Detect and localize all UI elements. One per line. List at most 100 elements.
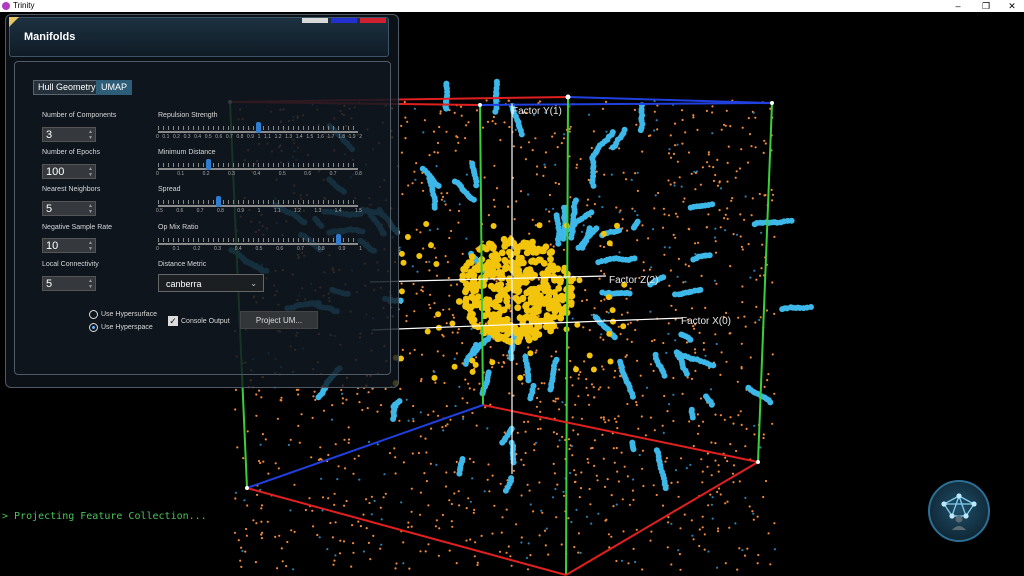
point [586, 204, 589, 207]
neighbors-input[interactable]: 5 ▲ ▼ [42, 201, 96, 216]
swatch-blue[interactable] [331, 18, 357, 23]
point [586, 457, 589, 461]
point [369, 558, 372, 561]
point [604, 519, 607, 522]
spinner-icon[interactable]: ▲ ▼ [88, 129, 93, 141]
point [679, 568, 682, 571]
spread-slider-thumb[interactable] [216, 196, 221, 207]
project-umap-button[interactable]: Project UM... [240, 311, 318, 329]
tab-umap[interactable]: UMAP [96, 80, 133, 95]
point [344, 467, 347, 470]
point [538, 534, 541, 537]
point [504, 302, 511, 309]
point [592, 130, 596, 133]
point [464, 137, 467, 140]
local-connectivity-input[interactable]: 5 ▲ ▼ [42, 276, 96, 291]
point [759, 316, 762, 319]
tab-hull-geometry[interactable]: Hull Geometry [33, 80, 101, 95]
point [539, 270, 547, 278]
point [708, 401, 715, 408]
point [457, 328, 460, 331]
point [545, 208, 548, 211]
tick-label: 0.4 [194, 134, 202, 140]
min-distance-slider-track[interactable] [158, 168, 358, 170]
point [579, 487, 583, 490]
cube-edge-bottom-back-right [482, 404, 759, 463]
point [469, 368, 476, 375]
point [587, 178, 590, 182]
point [543, 163, 546, 166]
components-input[interactable]: 3 ▲ ▼ [42, 127, 96, 142]
point [472, 461, 475, 464]
network-graph-button[interactable] [928, 480, 990, 542]
point [593, 203, 597, 206]
point [452, 316, 455, 319]
minimize-button[interactable]: – [955, 1, 961, 11]
point [714, 227, 717, 230]
close-button[interactable]: ✕ [1008, 1, 1016, 11]
distance-metric-select[interactable]: canberra ⌄ [158, 274, 264, 292]
tick-label: 1 [257, 134, 261, 140]
point [421, 286, 424, 289]
point [260, 504, 264, 507]
point [508, 392, 511, 395]
point [395, 562, 398, 565]
tick-label: 0.6 [304, 171, 312, 177]
swatch-gray[interactable] [302, 18, 328, 23]
point [617, 415, 620, 418]
point [528, 291, 535, 298]
epochs-input[interactable]: 100 ▲ ▼ [42, 164, 96, 179]
point [520, 458, 523, 461]
op-mix-slider-track[interactable] [158, 243, 358, 245]
point [709, 493, 712, 496]
point [522, 278, 530, 286]
point [556, 483, 559, 486]
point [455, 135, 458, 138]
point [618, 251, 621, 254]
point [558, 408, 561, 411]
point [433, 247, 436, 250]
point [423, 221, 430, 227]
min-distance-slider-thumb[interactable] [206, 159, 211, 170]
hyperspace-radio[interactable] [89, 323, 98, 332]
repulsion-slider-thumb[interactable] [256, 122, 261, 133]
spinner-icon[interactable]: ▲ ▼ [88, 203, 93, 215]
spinner-icon[interactable]: ▲ ▼ [88, 278, 93, 290]
console-output-checkbox[interactable]: ✓ [168, 316, 178, 326]
point [645, 386, 649, 389]
swatch-red[interactable] [360, 18, 386, 23]
spread-slider-track[interactable] [158, 205, 358, 207]
hypersurface-radio[interactable] [89, 310, 98, 319]
point [458, 203, 461, 206]
point [576, 277, 583, 284]
point [738, 167, 742, 170]
point [368, 501, 371, 505]
point [286, 540, 289, 544]
point [257, 459, 261, 463]
tick-label: 1.7 [327, 134, 335, 140]
point [535, 405, 539, 408]
point [441, 333, 444, 336]
op-mix-slider-thumb[interactable] [336, 234, 341, 245]
point [408, 567, 411, 570]
tick-label: 0.4 [253, 171, 261, 177]
point [465, 124, 468, 127]
point [746, 161, 750, 164]
point [405, 398, 408, 401]
restore-button[interactable]: ❐ [981, 1, 991, 11]
point [429, 462, 432, 465]
point [694, 242, 697, 245]
point [398, 355, 404, 362]
point [233, 531, 237, 534]
point [511, 263, 519, 270]
point [692, 325, 695, 328]
point [718, 209, 721, 212]
chevron-down-icon: ⌄ [250, 279, 257, 288]
negative-sample-input[interactable]: 10 ▲ ▼ [42, 238, 96, 253]
spinner-icon[interactable]: ▲ ▼ [88, 166, 93, 178]
point [631, 207, 634, 210]
point [502, 258, 510, 265]
spinner-icon[interactable]: ▲ ▼ [88, 240, 93, 252]
point [499, 439, 506, 446]
point [725, 311, 728, 314]
